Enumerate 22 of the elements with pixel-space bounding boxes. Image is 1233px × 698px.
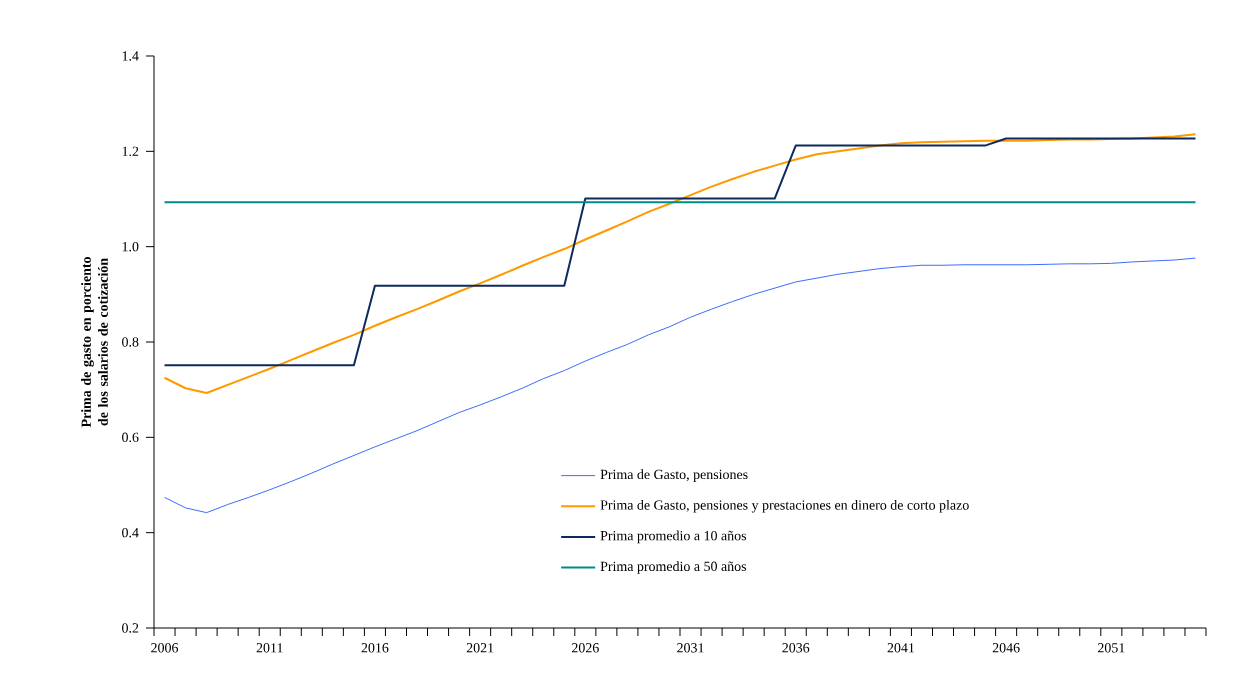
x-tick-label: 2021 — [466, 643, 494, 653]
x-tick-label: 2026 — [572, 643, 599, 653]
y-tick-label: 1.2 — [122, 146, 139, 157]
y-tick-label: 0.2 — [122, 623, 139, 633]
y-axis-title: Prima de gasto en porciento de los salarios de cotización — [81, 257, 108, 428]
legend-label: Prima de Gasto, pensiones y prestaciones en dinero de corto plazo — [600, 499, 969, 513]
x-tick-label: 2031 — [677, 643, 704, 653]
x-tick-label: 2016 — [361, 643, 389, 653]
y-tick-label: 0.6 — [122, 432, 139, 443]
x-tick-label: 2046 — [992, 643, 1020, 653]
x-tick-label: 2051 — [1098, 643, 1125, 653]
x-tick-label: 2006 — [151, 643, 179, 653]
legend-label: Prima promedio a 10 años — [600, 530, 747, 544]
y-tick-label: 1.4 — [122, 51, 139, 61]
x-tick-label: 2011 — [256, 643, 283, 653]
y-tick-label: 0.8 — [122, 337, 139, 347]
y-tick-label: 1.0 — [122, 241, 139, 252]
legend-label: Prima promedio a 50 años — [600, 561, 747, 574]
x-tick-label: 2041 — [887, 643, 915, 653]
legend-label: Prima de Gasto, pensiones — [600, 469, 748, 482]
x-tick-label: 2036 — [782, 643, 810, 653]
y-tick-label: 0.4 — [122, 527, 139, 538]
